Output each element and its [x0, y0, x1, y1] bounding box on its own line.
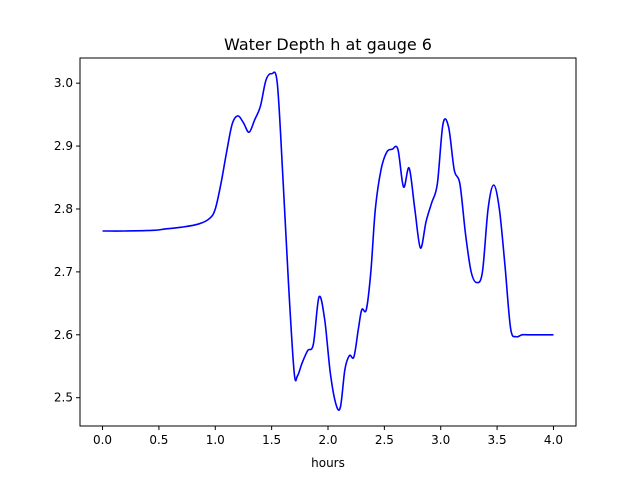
- y-tick-label: 2.5: [54, 391, 73, 405]
- x-tick-label: 1.0: [206, 433, 225, 447]
- x-tick-label: 1.5: [262, 433, 281, 447]
- x-axis: 0.0 0.5 1.0 1.5 2.0 2.5 3.0 3.5 4.0: [93, 426, 563, 447]
- x-tick-label: 3.0: [431, 433, 450, 447]
- x-tick-label: 2.0: [318, 433, 337, 447]
- x-tick-label: 0.0: [93, 433, 112, 447]
- series-line: [102, 71, 554, 411]
- y-tick-label: 3.0: [54, 76, 73, 90]
- x-axis-label: hours: [311, 456, 345, 470]
- x-tick-label: 4.0: [544, 433, 563, 447]
- y-axis: 2.5 2.6 2.7 2.8 2.9 3.0: [54, 76, 80, 405]
- plot-area: 0.0 0.5 1.0 1.5 2.0 2.5 3.0 3.5 4.0 2.5 2.6 2.7 2.8…: [54, 57, 577, 447]
- y-tick-label: 2.7: [54, 265, 73, 279]
- x-tick-label: 2.5: [375, 433, 394, 447]
- y-tick-label: 2.9: [54, 139, 73, 153]
- y-tick-label: 2.6: [54, 328, 73, 342]
- series-layer: [102, 71, 554, 411]
- y-tick-label: 2.8: [54, 202, 73, 216]
- chart-title: Water Depth h at gauge 6: [224, 35, 432, 54]
- x-tick-label: 0.5: [149, 433, 168, 447]
- x-tick-label: 3.5: [488, 433, 507, 447]
- plot-frame: [79, 57, 577, 427]
